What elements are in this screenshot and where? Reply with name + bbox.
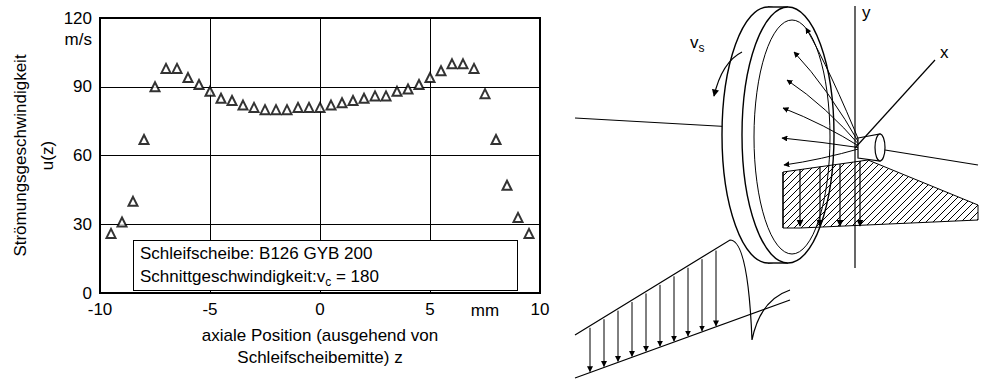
- svg-text:5: 5: [425, 300, 434, 319]
- svg-text:120: 120: [64, 9, 92, 28]
- svg-text:60: 60: [73, 146, 92, 165]
- svg-text:Strömungsgeschwindigkeit: Strömungsgeschwindigkeit: [11, 54, 30, 256]
- svg-text:m/s: m/s: [65, 30, 92, 49]
- svg-text:vs: vs: [690, 33, 705, 55]
- svg-text:mm: mm: [471, 301, 499, 320]
- svg-text:u(z): u(z): [38, 141, 57, 170]
- svg-text:axiale Position (ausgehend von: axiale Position (ausgehend von: [202, 326, 438, 345]
- svg-text:Schleifscheibemitte) z: Schleifscheibemitte) z: [237, 348, 402, 367]
- svg-text:30: 30: [73, 215, 92, 234]
- svg-text:y: y: [862, 3, 871, 22]
- svg-text:x: x: [940, 43, 949, 62]
- svg-text:90: 90: [73, 77, 92, 96]
- svg-text:-10: -10: [88, 300, 113, 319]
- svg-text:-5: -5: [202, 300, 217, 319]
- svg-text:0: 0: [82, 283, 92, 303]
- html-text:Schnittgeschwindigkeit:vc= 180: Schnittgeschwindigkeit:vc= 180: [140, 267, 379, 290]
- svg-text:0: 0: [315, 300, 324, 319]
- html-text:Schleifscheibe: B126 GYB 200: Schleifscheibe: B126 GYB 200: [140, 244, 373, 263]
- svg-text:10: 10: [531, 300, 550, 319]
